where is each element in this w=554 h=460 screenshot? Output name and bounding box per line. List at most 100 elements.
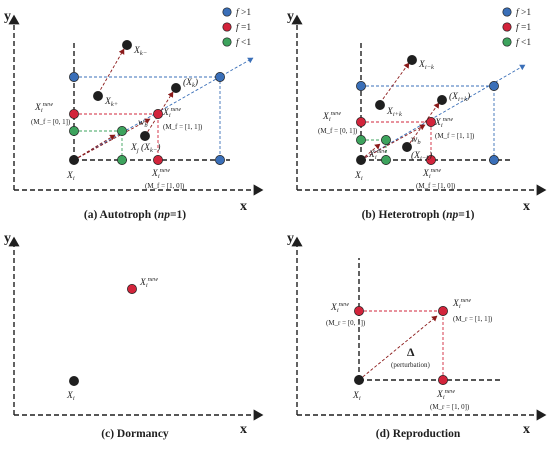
- label-xk-plus: Xk+: [104, 97, 118, 108]
- vector-xk-plus-to-minus: [97, 48, 125, 95]
- label-xnew-bottom: Xinew: [151, 167, 171, 180]
- red-point-xnew: [426, 117, 436, 127]
- blue-point-left: [69, 72, 79, 82]
- mode-left: (M_f = [0, 1]): [318, 127, 358, 135]
- red-guide: [74, 113, 159, 160]
- point-xk-plus: [93, 91, 103, 101]
- mode-right: (M_f = [1, 1]): [435, 132, 475, 140]
- legend-green-dot: [222, 37, 232, 47]
- vector-xmk-to-xpk: [406, 102, 440, 148]
- legend-blue-dot: [502, 7, 512, 17]
- heterotroph-diagram: y x Xi Xinew (M_f = [0, 1]) Xinew (M_f =…: [287, 7, 547, 221]
- label-xj: Xj (Xk−): [130, 142, 160, 154]
- legend-label-green: f <1: [236, 37, 251, 48]
- mode-bottom: (M_f = [1, 0]): [416, 182, 456, 190]
- label-xnew: Xinew: [139, 276, 159, 289]
- vector-xpk-to-xmk: [379, 62, 410, 104]
- mode-bottom: (M_r = [1, 0]): [430, 403, 470, 411]
- label-xi: Xi: [66, 391, 75, 402]
- label-xk-minus: Xk−: [133, 46, 147, 57]
- delta-symbol: Δ: [407, 345, 415, 359]
- label-wb: wb: [411, 135, 421, 146]
- point-xk: [171, 83, 181, 93]
- caption-reproduction: (d) Reproduction: [376, 428, 461, 440]
- label-xnew-bottom: Xinew: [436, 388, 456, 401]
- green-point-bottom: [117, 155, 127, 165]
- red-point-xnew: [153, 109, 163, 119]
- green-point-mid: [381, 135, 391, 145]
- label-xi: Xi: [352, 391, 361, 402]
- blue-point-bottom: [215, 155, 225, 165]
- legend-blue-dot: [222, 7, 232, 17]
- autotroph-diagram: y x Xi Xinew (M_f = [0, 1]) Xinew (M_f =…: [4, 7, 264, 221]
- caption-dormancy: (c) Dormancy: [101, 428, 169, 440]
- label-xnew-bottom: Xinew: [422, 167, 442, 180]
- origin-xi: [69, 155, 79, 165]
- legend-label-red: f =1: [236, 22, 251, 33]
- perturbation-label: (perturbation): [391, 361, 431, 369]
- y-axis-label: y: [4, 231, 11, 246]
- blue-point-corner: [489, 81, 499, 91]
- red-point-bottom: [153, 155, 163, 165]
- legend-red-dot: [502, 22, 512, 32]
- point-xmk-paren: [402, 142, 412, 152]
- origin-xi: [354, 375, 364, 385]
- red-point-bottom: [438, 375, 448, 385]
- label-xi: Xi: [66, 171, 75, 182]
- panel-reproduction: y x Xinew (M_r = [0, 1]) Xinew (M_r = [1…: [283, 230, 553, 460]
- red-point-left: [356, 117, 366, 127]
- y-axis-label: y: [4, 9, 11, 24]
- mode-right: (M_r = [1, 1]): [453, 315, 493, 323]
- reproduction-diagram: y x Xinew (M_r = [0, 1]) Xinew (M_r = [1…: [287, 231, 547, 440]
- green-point-left: [69, 126, 79, 136]
- red-point-bottom: [426, 155, 436, 165]
- origin-xi: [356, 155, 366, 165]
- legend: f >1 f =1 f <1: [222, 7, 251, 48]
- label-xmk-paren: (Xi−k): [411, 150, 432, 162]
- label-xnew-right: Xinew: [452, 297, 472, 310]
- red-point-xnew: [438, 306, 448, 316]
- panel-autotroph: y x Xi Xinew (M_f = [0, 1]) Xinew (M_f =…: [0, 0, 270, 230]
- label-xpk-paren: (Xi+k): [449, 91, 470, 103]
- red-point-xnew: [127, 284, 137, 294]
- point-xpk-paren: [437, 95, 447, 105]
- label-xi: Xi: [354, 171, 363, 182]
- label-xnew-left: Xinew: [322, 110, 342, 123]
- y-axis-label: y: [287, 9, 294, 24]
- panel-heterotroph: y x Xi Xinew (M_f = [0, 1]) Xinew (M_f =…: [283, 0, 553, 230]
- mode-right: (M_f = [1, 1]): [163, 123, 203, 131]
- vector-to-green: [360, 143, 381, 161]
- label-xnew-right: Xinew: [162, 106, 182, 119]
- x-axis-label: x: [523, 199, 530, 214]
- origin-xi: [69, 376, 79, 386]
- legend: f >1 f =1 f <1: [502, 7, 531, 48]
- caption-autotroph: (a) Autotroph (np=1): [84, 209, 186, 221]
- blue-point-bottom: [489, 155, 499, 165]
- caption-heterotroph: (b) Heterotroph (np=1): [362, 209, 475, 221]
- label-xnew-left: Xinew: [34, 101, 54, 114]
- red-point-left: [354, 306, 364, 316]
- point-xmk: [407, 55, 417, 65]
- dormancy-diagram: y x Xinew Xi (c) Dormancy: [4, 231, 264, 440]
- x-axis-label: x: [240, 199, 247, 214]
- red-guide: [359, 310, 444, 380]
- legend-label-green: f <1: [516, 37, 531, 48]
- label-xk: (Xk): [183, 77, 198, 89]
- green-point-left: [356, 135, 366, 145]
- x-axis-label: x: [523, 422, 530, 437]
- label-wb: wb: [138, 118, 148, 129]
- x-axis-label: x: [240, 422, 247, 437]
- y-axis-label: y: [287, 231, 294, 246]
- blue-point-corner: [215, 72, 225, 82]
- mode-left: (M_f = [0, 1]): [31, 118, 71, 126]
- label-xnew-right: Xinew: [434, 116, 454, 129]
- point-xpk: [375, 100, 385, 110]
- mode-left: (M_r = [0, 1]): [326, 319, 366, 327]
- red-point-left: [69, 109, 79, 119]
- green-point-bottom: [381, 155, 391, 165]
- vector-to-xnew: [358, 315, 438, 381]
- vector-to-xnew: [73, 118, 151, 161]
- legend-label-red: f =1: [516, 22, 531, 33]
- vector-to-green: [73, 134, 116, 161]
- blue-point-left: [356, 81, 366, 91]
